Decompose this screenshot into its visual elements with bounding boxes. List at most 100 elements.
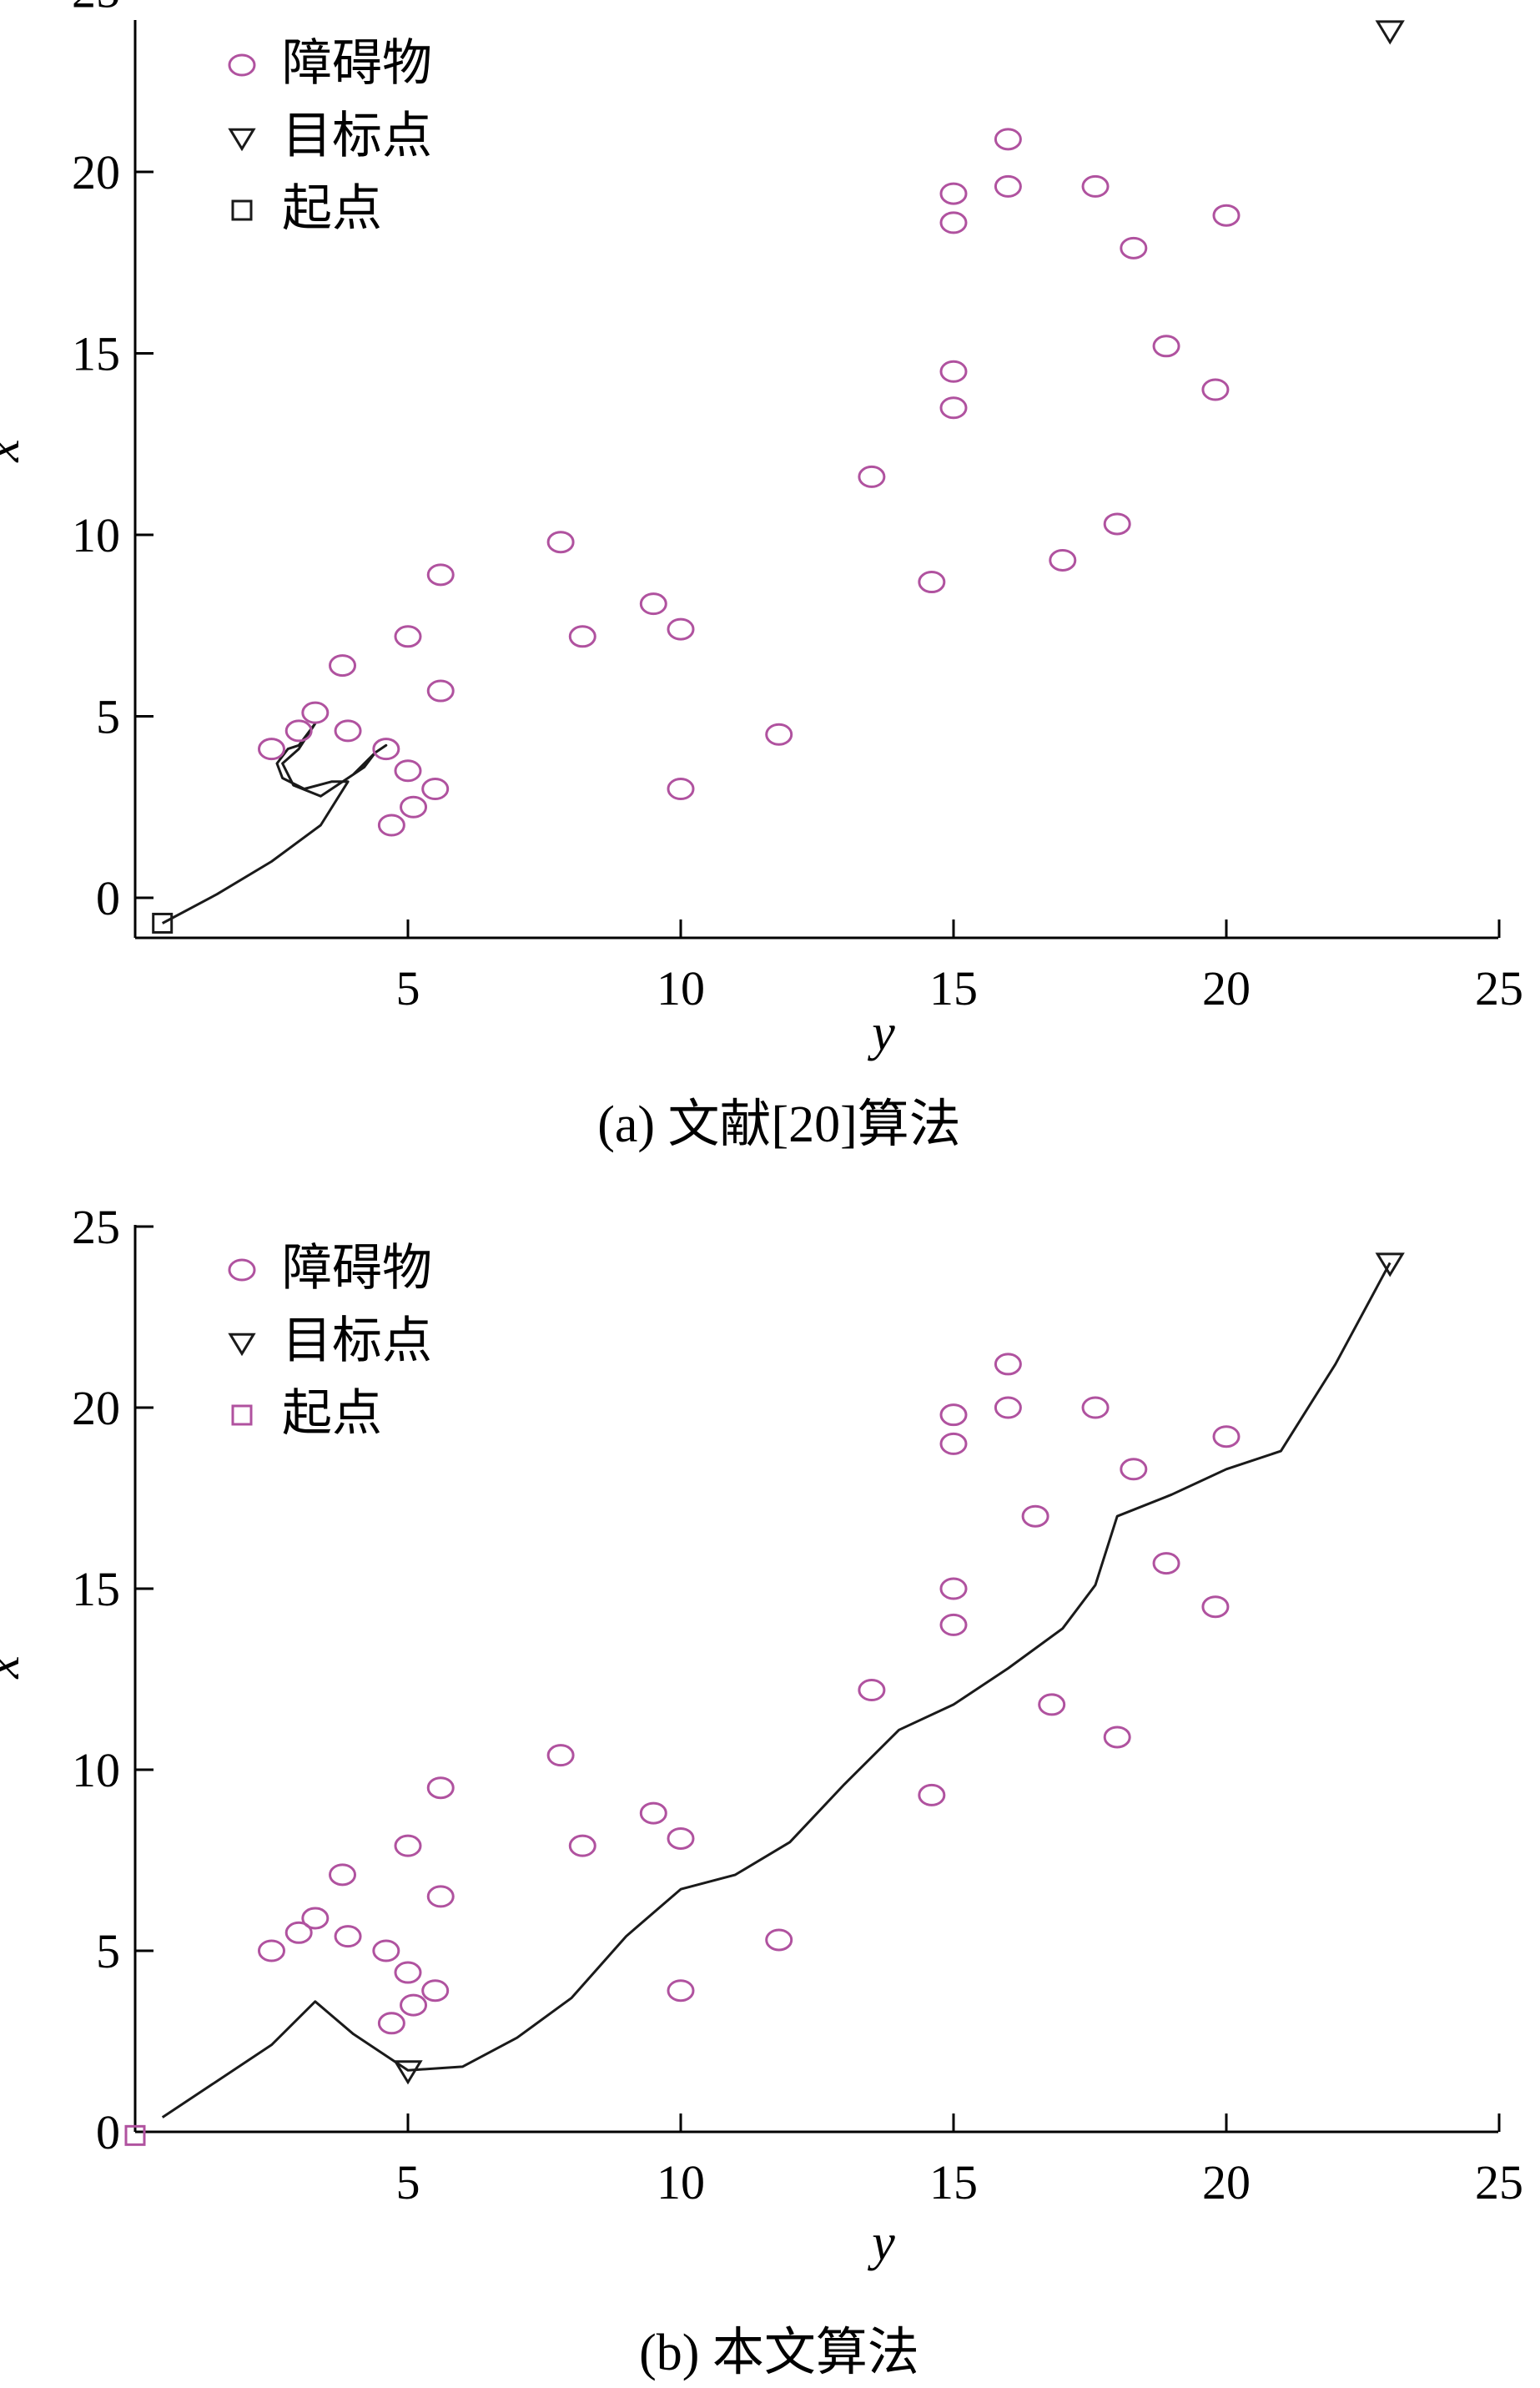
obstacle-point [939,1403,968,1427]
obstacle-point [284,719,313,743]
obstacle-point [426,679,455,703]
obstacle-point [994,1396,1022,1419]
obstacle-point [667,617,695,641]
obstacle-point [639,592,667,616]
obstacle-point [1120,1458,1148,1481]
obstacle-point [667,1979,695,2003]
y-tick-label: 10 [72,1743,120,1797]
obstacle-point [301,1907,330,1930]
obstacle-point [1103,512,1131,536]
panel-caption: (b) 本文算法 [639,2325,919,2381]
y-tick-label: 0 [96,2105,120,2159]
y-tick-label: 20 [72,1381,120,1435]
obstacle-point [421,778,450,800]
obstacle-point [1201,1595,1230,1619]
y-tick-label: 0 [96,871,120,925]
y-tick-label: 5 [96,1924,120,1978]
obstacle-point [284,1921,313,1944]
x-tick-label: 20 [1202,2155,1251,2209]
panel-caption: (a) 文献[20]算法 [597,1096,961,1153]
y-tick-label: 25 [72,0,120,18]
obstacle-point [400,795,428,819]
obstacle-point [258,1939,285,1962]
obstacle-point [939,211,968,234]
obstacle-point [939,1432,968,1455]
obstacle-point [1021,1504,1049,1528]
obstacle-point [1081,1396,1110,1419]
obstacle-point [426,563,455,587]
obstacle-point [394,625,422,648]
y-tick-label: 5 [96,690,120,744]
obstacle-point [1152,335,1180,358]
obstacle-point [994,1353,1022,1376]
y-tick-label: 10 [72,508,120,562]
x-axis-label: y [867,2214,895,2271]
y-axis-label: x [0,439,30,463]
obstacle-point [939,1577,968,1600]
obstacle-point [377,814,405,837]
obstacle-point [939,182,968,205]
x-tick-label: 5 [396,2155,420,2209]
obstacle-point [426,1776,455,1800]
y-tick-label: 15 [72,327,120,381]
obstacle-point [394,759,422,783]
legend-target-icon [228,1333,256,1357]
obstacle-point [939,1613,968,1636]
x-tick-label: 15 [929,961,978,1015]
legend-start-icon [231,199,253,221]
start-marker [152,912,174,934]
x-tick-label: 20 [1202,961,1251,1015]
obstacle-point [918,571,946,594]
obstacle-point [667,1826,695,1850]
obstacle-point [329,654,357,678]
obstacle-point [1049,548,1077,572]
obstacle-point [765,1928,793,1952]
obstacle-point [667,778,695,800]
legend-start-icon [231,1404,253,1426]
obstacle-point [1103,1726,1131,1749]
obstacle-point [329,1863,357,1887]
y-tick-label: 15 [72,1562,120,1616]
legend-start-label: 起点 [282,179,382,238]
obstacle-point [858,465,886,488]
obstacle-point [765,723,793,746]
obstacle-point [258,738,285,761]
obstacle-point [994,128,1022,151]
obstacle-point [858,1679,886,1702]
path-line [161,722,388,924]
legend-target-label: 目标点 [282,1312,432,1370]
obstacle-point [939,360,968,383]
legend-obstacle-icon [228,1258,256,1282]
obstacle-point [1212,204,1241,227]
obstacle-point [301,701,330,724]
legend-obstacle-label: 障碍物 [282,1239,432,1297]
obstacle-point [1120,236,1148,259]
start-marker [124,2124,146,2146]
obstacle-point [1152,1552,1180,1575]
obstacle-point [334,1925,362,1948]
obstacle-point [568,625,596,648]
obstacle-point [994,174,1022,198]
intermediate-marker [393,2060,423,2085]
x-tick-label: 10 [657,2155,705,2209]
obstacle-point [918,1783,946,1806]
target-marker [1375,1252,1405,1277]
obstacle-point [426,1885,455,1908]
y-tick-label: 20 [72,145,120,199]
y-tick-label: 25 [72,1200,120,1254]
legend-target-label: 目标点 [282,107,432,165]
obstacle-point [372,1939,400,1962]
obstacle-point [334,719,362,743]
legend-obstacle-label: 障碍物 [282,34,432,93]
legend-target-icon [228,128,256,152]
obstacle-point [377,2012,405,2035]
path-line [161,1262,1392,2118]
x-tick-label: 25 [1475,2155,1523,2209]
obstacle-point [1212,1425,1241,1448]
obstacle-point [421,1979,450,2003]
y-axis-label: x [0,1655,30,1680]
